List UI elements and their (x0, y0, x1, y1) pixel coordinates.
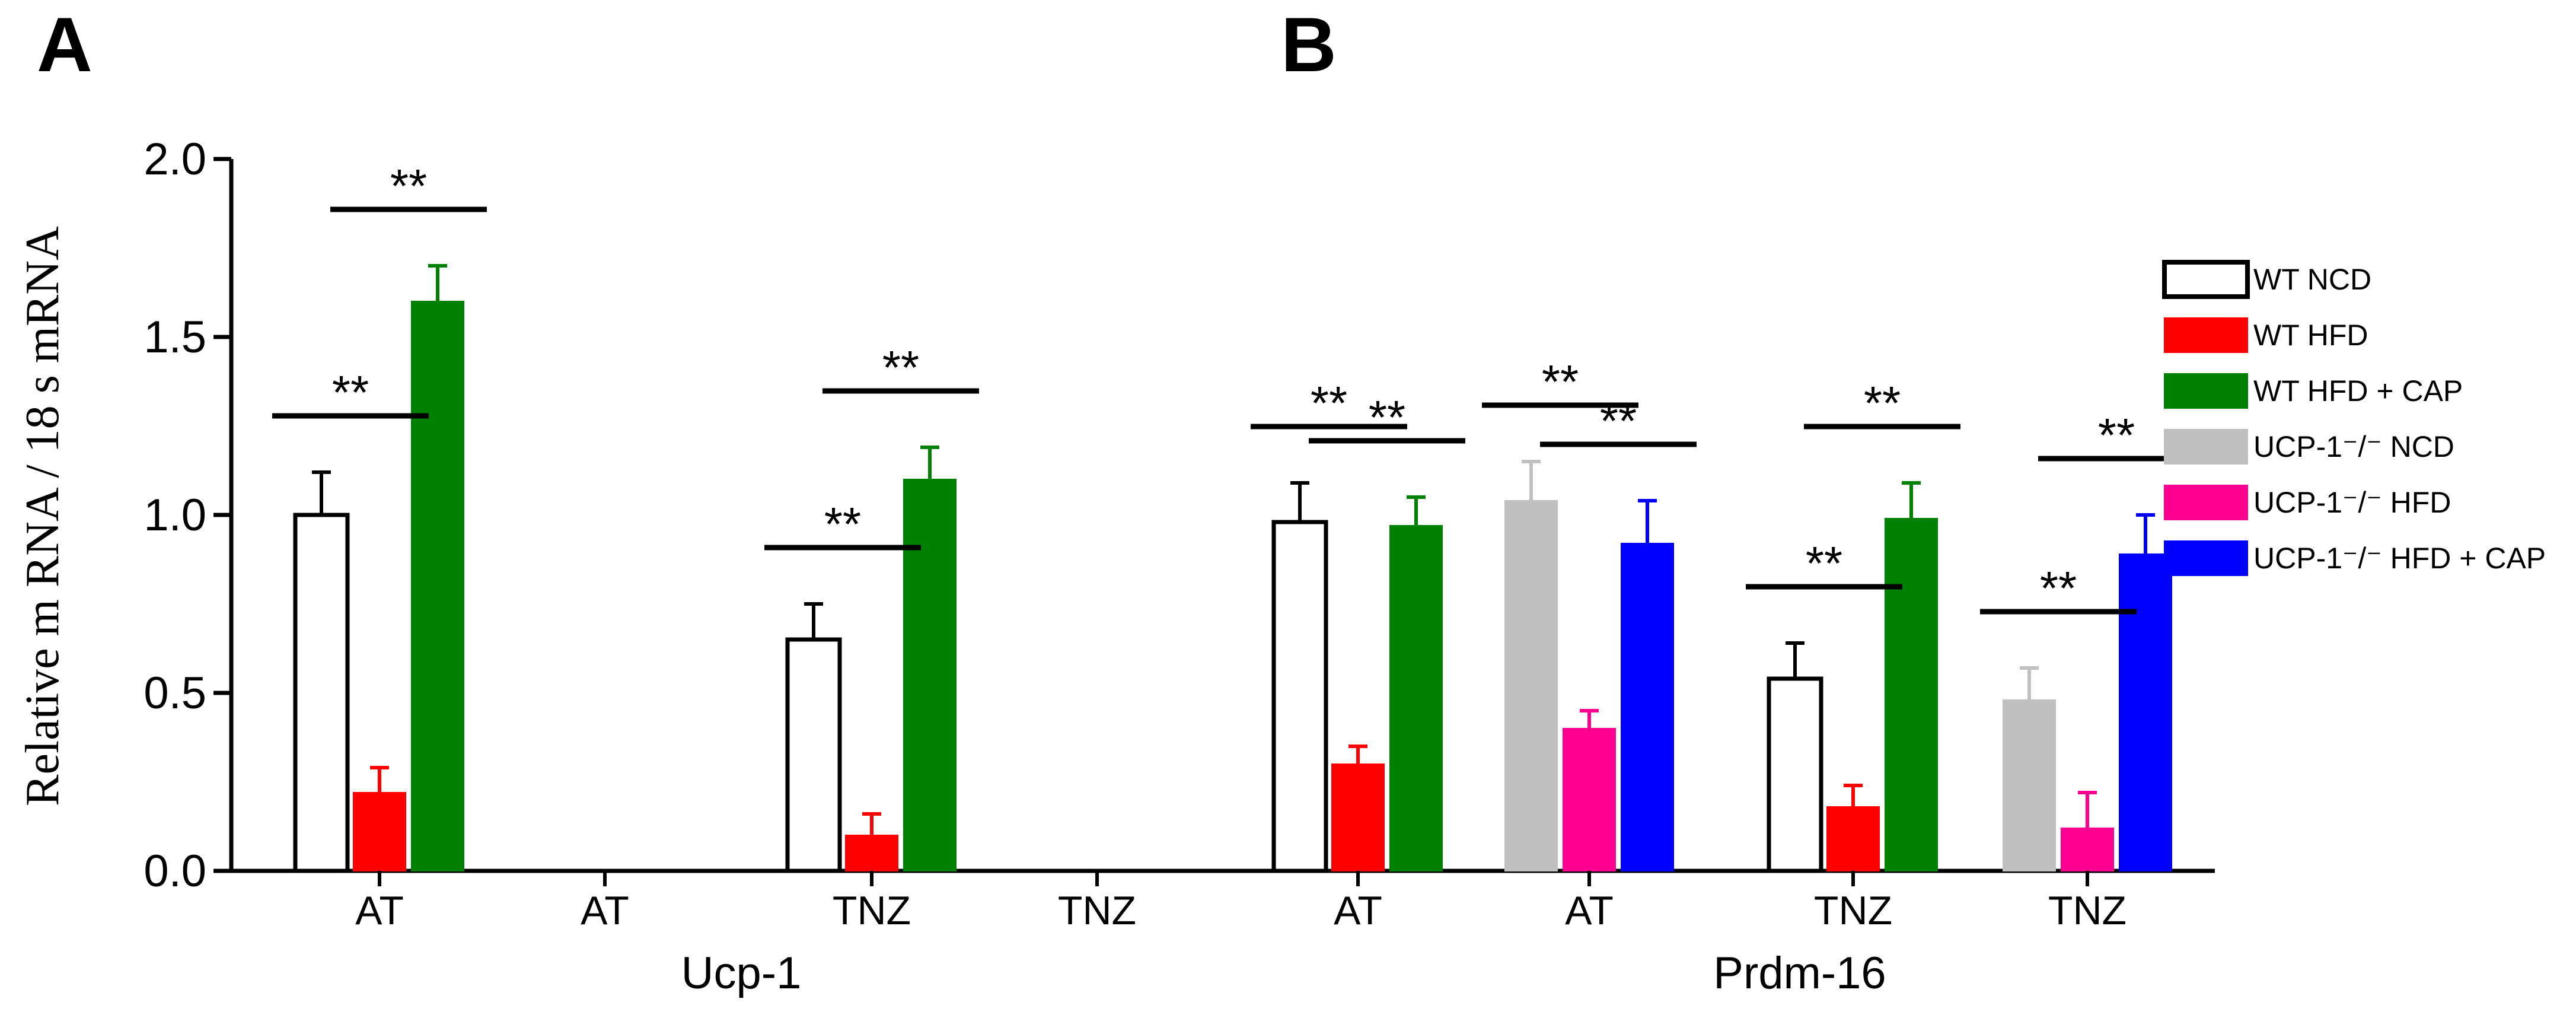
significance-label: ** (882, 341, 919, 394)
bar-wt_hfd (845, 835, 898, 871)
significance-label: ** (1369, 391, 1405, 444)
bar-ko_hfd_cap (2119, 553, 2172, 871)
legend-swatch-ko_hfd (2164, 485, 2248, 520)
legend-swatch-wt_hfd (2164, 317, 2248, 353)
significance-label: ** (1864, 377, 1901, 430)
significance-label: ** (332, 366, 369, 419)
bar-wt_hfd (353, 792, 406, 871)
bar-wt_hfd_cap (411, 301, 464, 871)
legend-label-wt_hfd_cap: WT HFD + CAP (2253, 374, 2463, 408)
significance-label: ** (2098, 409, 2135, 462)
significance-label: ** (2040, 562, 2077, 615)
bar-wt_hfd_cap (1389, 525, 1443, 871)
bar-ko_ncd (2003, 699, 2056, 871)
y-tick-label: 1.5 (144, 312, 206, 362)
y-tick-label: 1.0 (144, 490, 206, 540)
x-tick-label: AT (1334, 888, 1382, 933)
bar-ko_hfd_cap (1621, 543, 1674, 871)
y-tick-label: 2.0 (144, 134, 206, 184)
bar-wt_hfd (1826, 806, 1880, 871)
y-tick-label: 0.0 (144, 846, 206, 896)
panel-label-a: A (37, 1, 93, 88)
x-tick-label: AT (355, 888, 404, 933)
significance-label: ** (390, 160, 427, 212)
significance-label: ** (1311, 377, 1347, 430)
bar-ko_hfd (2061, 828, 2114, 871)
significance-label: ** (1600, 395, 1637, 447)
gene-label-ucp1: Ucp-1 (681, 948, 802, 998)
legend-label-ko_hfd_cap: UCP-1⁻/⁻ HFD + CAP (2253, 542, 2546, 575)
significance-label: ** (1806, 537, 1842, 590)
legend-swatch-ko_hfd_cap (2164, 540, 2248, 576)
legend-label-ko_ncd: UCP-1⁻/⁻ NCD (2253, 430, 2454, 463)
bar-wt_hfd (1331, 763, 1385, 871)
bar-wt_hfd_cap (1885, 518, 1938, 871)
x-tick-label: AT (1565, 888, 1614, 933)
legend-label-wt_hfd: WT HFD (2253, 319, 2368, 352)
bar-ko_hfd (1563, 728, 1616, 871)
y-tick-label: 0.5 (144, 668, 206, 718)
y-axis-title: Relative m RNA / 18 s mRNA (17, 226, 69, 806)
bar-wt_ncd (293, 513, 350, 873)
x-tick-label: AT (581, 888, 629, 933)
legend-swatch-wt_ncd (2162, 260, 2250, 299)
bar-wt_ncd (785, 637, 842, 873)
bar-ko_ncd (1504, 500, 1558, 871)
legend-swatch-ko_ncd (2164, 429, 2248, 465)
significance-label: ** (1542, 355, 1579, 408)
x-tick-label: TNZ (2048, 888, 2127, 933)
x-tick-label: TNZ (1814, 888, 1892, 933)
significance-label: ** (824, 498, 861, 551)
panel-label-b: B (1281, 1, 1337, 88)
bar-wt_ncd (1767, 676, 1823, 873)
legend-label-wt_ncd: WT NCD (2253, 263, 2371, 296)
x-tick-label: TNZ (833, 888, 911, 933)
x-tick-label: TNZ (1058, 888, 1136, 933)
gene-label-prdm16: Prdm-16 (1713, 948, 1886, 998)
legend-label-ko_hfd: UCP-1⁻/⁻ HFD (2253, 486, 2451, 519)
legend-swatch-wt_hfd_cap (2164, 373, 2248, 409)
bar-wt_hfd_cap (903, 479, 957, 871)
bar-wt_ncd (1271, 520, 1328, 873)
